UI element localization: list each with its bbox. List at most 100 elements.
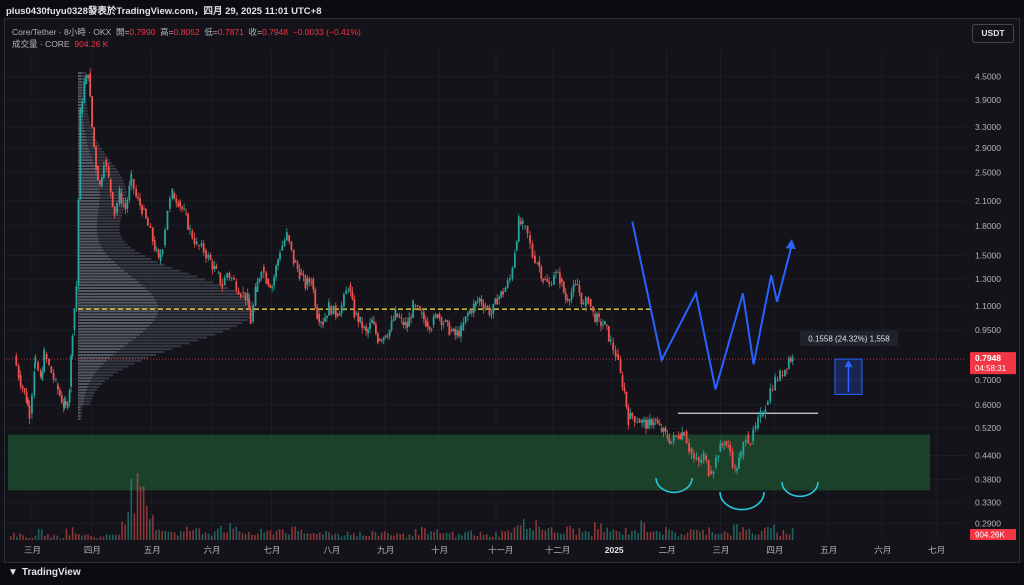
volume-bar	[337, 533, 340, 540]
volume-profile-bar-inner	[78, 92, 82, 95]
candle-body	[542, 278, 545, 282]
candle-body	[502, 291, 505, 295]
volume-bar	[402, 533, 405, 540]
volume-profile-bar-inner	[78, 362, 104, 365]
volume-profile-bar-inner	[78, 324, 150, 327]
volume-profile-bar-inner	[78, 98, 82, 101]
candle-body	[258, 278, 261, 282]
volume-bar	[711, 531, 714, 540]
symbol-label[interactable]: Core/Tether · 8小時 · OKX	[12, 27, 112, 37]
volume-profile-bar	[78, 397, 92, 400]
volume-bar	[516, 525, 519, 540]
volume-profile-bar-inner	[78, 217, 98, 220]
candle-body	[85, 74, 88, 85]
volume-profile-bar	[78, 205, 125, 208]
candle-body	[480, 298, 483, 304]
volume-bar	[251, 534, 253, 540]
volume-bar	[782, 530, 785, 540]
volume-profile-bar	[78, 356, 149, 359]
volume-bar	[90, 536, 92, 540]
candle-body	[656, 420, 659, 424]
volume-profile-bar-inner	[78, 316, 156, 319]
volume-bar	[121, 521, 123, 540]
candle-body	[355, 313, 358, 314]
volume-profile-bar-inner	[78, 77, 82, 80]
currency-button[interactable]: USDT	[972, 24, 1014, 43]
volume-bar	[226, 532, 228, 540]
candle-body	[570, 292, 573, 300]
volume-bar	[309, 533, 312, 540]
tradingview-logo[interactable]: ▼ TradingView	[8, 567, 81, 578]
candle-body	[191, 230, 194, 238]
candle-body	[132, 179, 135, 189]
volume-profile-bar-inner	[78, 412, 80, 415]
candle-body	[723, 444, 726, 446]
candle-body	[587, 297, 590, 304]
volume-bar	[408, 534, 411, 540]
candle-body	[361, 321, 364, 328]
candle-body	[244, 292, 247, 301]
candle-body	[260, 272, 263, 279]
candle-body	[359, 316, 362, 322]
candle-body	[482, 303, 485, 309]
volume-bar	[269, 530, 272, 540]
candle-body	[113, 206, 116, 216]
volume-label[interactable]: 成交量 · CORE	[12, 39, 70, 49]
y-tick-label: 0.9500	[975, 325, 1001, 335]
volume-profile-bar-inner	[78, 356, 110, 359]
candle-body	[466, 312, 469, 317]
volume-bar	[136, 473, 139, 540]
candle-body	[296, 262, 299, 269]
volume-bar	[244, 534, 247, 540]
candle-body	[791, 357, 794, 362]
candle-body	[55, 379, 57, 381]
candle-body	[766, 401, 769, 405]
volume-bar	[380, 532, 383, 540]
candle-body	[488, 307, 491, 315]
candle-body	[500, 291, 503, 297]
x-tick-label: 十月	[431, 545, 448, 555]
volume-bar	[34, 535, 37, 540]
y-tick-label: 3.9000	[975, 95, 1001, 105]
measure-arrowhead	[844, 360, 853, 368]
volume-bar	[263, 532, 265, 540]
candle-body	[39, 370, 42, 377]
candle-body	[226, 273, 229, 278]
candle-body	[351, 291, 354, 300]
candle-body	[617, 354, 619, 360]
x-tick-label: 六月	[874, 545, 891, 555]
volume-profile-bar-inner	[78, 406, 80, 409]
volume-bar	[745, 529, 748, 540]
volume-profile-bar	[78, 345, 182, 348]
volume-bar	[353, 533, 355, 540]
volume-bar	[325, 530, 327, 540]
volume-bar	[739, 532, 741, 540]
volume-bar	[544, 530, 547, 540]
volume-bar	[167, 531, 170, 540]
candle-body	[89, 73, 92, 97]
candle-body	[402, 321, 405, 326]
candle-body	[754, 425, 757, 430]
candle-body	[21, 386, 24, 389]
volume-bar	[291, 526, 293, 540]
candle-body	[384, 335, 387, 338]
candle-body	[161, 249, 164, 255]
volume-profile-bar-inner	[78, 278, 136, 281]
volume-profile-bar-inner	[78, 162, 94, 165]
volume-profile-bar-inner	[78, 150, 90, 153]
volume-bar	[501, 530, 503, 540]
volume-bar	[170, 531, 173, 540]
volume-bar	[356, 536, 358, 540]
candle-body	[725, 441, 728, 445]
candle-body	[262, 266, 265, 273]
volume-profile-bar	[78, 223, 120, 226]
volume-bar	[62, 537, 65, 540]
candle-body	[513, 253, 516, 268]
y-tick-label: 1.3000	[975, 274, 1001, 284]
volume-bar	[81, 535, 83, 540]
y-tick-label: 2.1000	[975, 196, 1001, 206]
candle-body	[338, 313, 341, 316]
candle-body	[202, 243, 205, 253]
volume-profile-bar	[78, 272, 189, 275]
